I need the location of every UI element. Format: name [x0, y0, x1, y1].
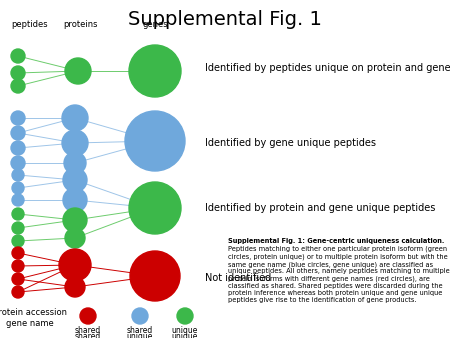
Circle shape: [62, 130, 88, 156]
Circle shape: [59, 249, 91, 281]
Circle shape: [177, 308, 193, 324]
Circle shape: [63, 208, 87, 232]
Circle shape: [64, 152, 86, 174]
Circle shape: [11, 156, 25, 170]
Text: peptides: peptides: [12, 20, 48, 29]
Text: shared: shared: [127, 326, 153, 335]
Circle shape: [12, 260, 24, 272]
Text: shared: shared: [75, 326, 101, 335]
Text: Identified by protein and gene unique peptides: Identified by protein and gene unique pe…: [205, 203, 436, 213]
Circle shape: [63, 168, 87, 192]
Circle shape: [11, 111, 25, 125]
Circle shape: [11, 141, 25, 155]
Circle shape: [12, 194, 24, 206]
Text: Supplemental Fig. 1: Supplemental Fig. 1: [128, 10, 322, 29]
Text: unique: unique: [172, 326, 198, 335]
Text: unique: unique: [127, 332, 153, 338]
Text: Supplemental Fig. 1: Gene-centric uniqueness calculation.: Supplemental Fig. 1: Gene-centric unique…: [228, 238, 445, 244]
Text: Identified by gene unique peptides: Identified by gene unique peptides: [205, 138, 376, 148]
Text: Identified by peptides unique on protein and gene  level: Identified by peptides unique on protein…: [205, 63, 450, 73]
Circle shape: [11, 126, 25, 140]
Circle shape: [12, 273, 24, 285]
Circle shape: [12, 247, 24, 259]
Circle shape: [11, 79, 25, 93]
Circle shape: [12, 169, 24, 181]
Circle shape: [12, 182, 24, 194]
Text: proteins: proteins: [63, 20, 97, 29]
Text: protein accession
gene name: protein accession gene name: [0, 308, 67, 328]
Text: unique: unique: [172, 332, 198, 338]
Circle shape: [129, 45, 181, 97]
Text: shared: shared: [75, 332, 101, 338]
Circle shape: [63, 188, 87, 212]
Circle shape: [80, 308, 96, 324]
Circle shape: [129, 182, 181, 234]
Circle shape: [130, 251, 180, 301]
Text: genes: genes: [142, 20, 168, 29]
Text: Peptides matching to either one particular protein isoform (green
circles, prote: Peptides matching to either one particul…: [228, 246, 450, 303]
Circle shape: [125, 111, 185, 171]
Circle shape: [12, 208, 24, 220]
Circle shape: [12, 222, 24, 234]
Circle shape: [11, 66, 25, 80]
Circle shape: [132, 308, 148, 324]
Circle shape: [12, 286, 24, 298]
Circle shape: [11, 49, 25, 63]
Circle shape: [65, 277, 85, 297]
Circle shape: [62, 105, 88, 131]
Circle shape: [12, 235, 24, 247]
Circle shape: [65, 58, 91, 84]
Text: Not identified: Not identified: [205, 273, 271, 283]
Circle shape: [65, 228, 85, 248]
